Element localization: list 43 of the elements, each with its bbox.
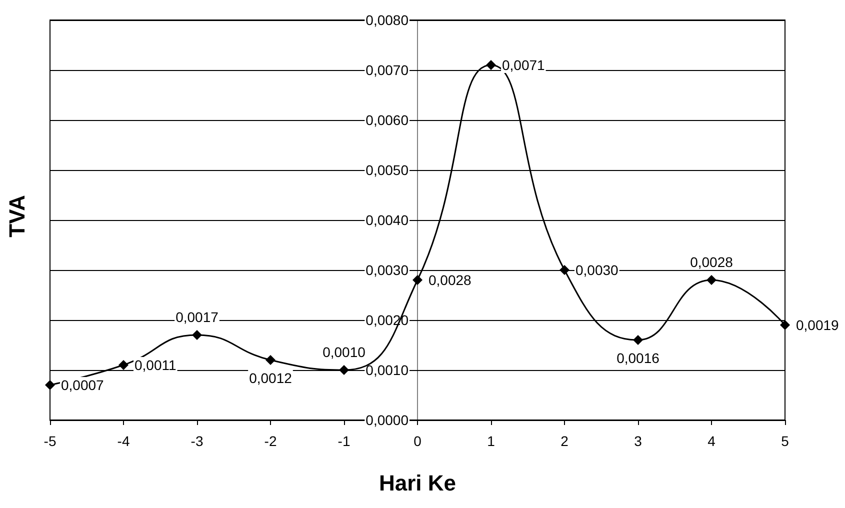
data-label: 0,0012 xyxy=(249,370,292,386)
point xyxy=(560,265,570,275)
data-label: 0,0019 xyxy=(796,317,840,333)
x-tick-label: -5 xyxy=(44,433,56,449)
point xyxy=(780,320,790,330)
x-tick-label: -2 xyxy=(264,433,277,449)
data-label: 0,0071 xyxy=(502,57,546,73)
point xyxy=(192,330,202,340)
y-tick-label: 0,0060 xyxy=(366,112,409,128)
data-label: 0,0028 xyxy=(428,272,472,288)
x-tick-label: -1 xyxy=(338,433,350,449)
y-tick-label: 0,0050 xyxy=(366,162,409,178)
x-tick-label: 4 xyxy=(708,433,716,449)
y-tick-label: 0,0000 xyxy=(366,412,409,428)
x-tick-label: 2 xyxy=(560,433,569,449)
y-tick-label: 0,0040 xyxy=(366,212,409,228)
x-axis-title: Hari Ke xyxy=(378,470,456,496)
point xyxy=(706,275,716,285)
x-tick-label: -3 xyxy=(190,433,204,449)
point xyxy=(45,380,55,390)
x-tick-label: 1 xyxy=(487,433,496,449)
data-label: 0,0007 xyxy=(61,377,104,393)
x-tick-label: 0 xyxy=(414,433,422,449)
point xyxy=(486,60,496,70)
data-label: 0,0028 xyxy=(690,254,734,270)
point xyxy=(339,365,349,375)
data-label: 0,0010 xyxy=(322,344,366,360)
x-tick-label: -4 xyxy=(117,433,130,449)
data-label: 0,0017 xyxy=(176,309,219,325)
data-label: 0,0016 xyxy=(616,350,660,366)
y-tick-label: 0,0080 xyxy=(366,12,409,28)
y-axis-title: TVA xyxy=(4,194,30,238)
y-tick-label: 0,0070 xyxy=(366,62,409,78)
data-label: 0,0011 xyxy=(134,357,176,373)
point xyxy=(412,275,422,285)
x-tick-label: 5 xyxy=(781,433,790,449)
point xyxy=(118,360,128,370)
x-tick-label: 3 xyxy=(634,433,642,449)
point xyxy=(266,355,276,365)
y-tick-label: 0,0030 xyxy=(366,262,409,278)
point xyxy=(633,335,643,345)
data-label: 0,0030 xyxy=(576,262,619,278)
y-tick-label: 0,0010 xyxy=(366,362,409,378)
